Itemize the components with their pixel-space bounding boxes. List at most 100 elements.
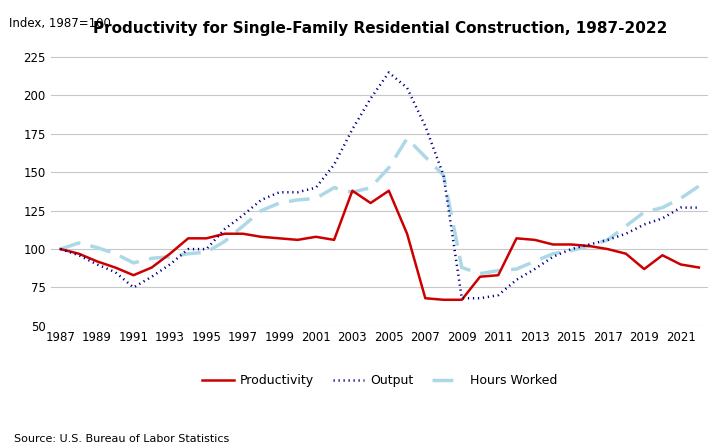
- Output: [202, 246, 211, 252]
- Output: [695, 205, 703, 211]
- Productivity: [658, 252, 667, 258]
- Productivity: [604, 246, 612, 252]
- Output: [585, 242, 594, 247]
- Output: [622, 231, 630, 236]
- Output: [56, 246, 65, 252]
- Productivity: [695, 265, 703, 270]
- Productivity: [56, 246, 65, 252]
- Hours Worked: [385, 165, 393, 170]
- Productivity: [275, 235, 283, 241]
- Hours Worked: [421, 154, 429, 160]
- Hours Worked: [74, 240, 83, 246]
- Productivity: [312, 234, 320, 240]
- Hours Worked: [367, 185, 375, 190]
- Output: [221, 227, 229, 232]
- Output: [147, 274, 156, 279]
- Output: [439, 173, 448, 178]
- Productivity: [385, 188, 393, 194]
- Hours Worked: [330, 185, 338, 190]
- Hours Worked: [294, 197, 302, 202]
- Output: [604, 237, 612, 243]
- Productivity: [403, 231, 411, 236]
- Output: [239, 213, 247, 218]
- Output: [275, 190, 283, 195]
- Productivity: [494, 273, 502, 278]
- Hours Worked: [640, 210, 649, 215]
- Hours Worked: [622, 223, 630, 229]
- Output: [111, 269, 119, 275]
- Output: [74, 252, 83, 258]
- Hours Worked: [585, 244, 594, 249]
- Hours Worked: [549, 251, 557, 256]
- Output: [294, 190, 302, 195]
- Hours Worked: [56, 246, 65, 252]
- Output: [93, 262, 101, 267]
- Productivity: [567, 242, 576, 247]
- Hours Worked: [239, 223, 247, 229]
- Line: Hours Worked: Hours Worked: [61, 139, 699, 274]
- Hours Worked: [658, 205, 667, 211]
- Hours Worked: [403, 136, 411, 141]
- Productivity: [367, 200, 375, 206]
- Hours Worked: [458, 265, 466, 270]
- Hours Worked: [221, 239, 229, 244]
- Output: [348, 127, 356, 132]
- Hours Worked: [476, 271, 484, 277]
- Hours Worked: [676, 196, 685, 201]
- Productivity: [221, 231, 229, 236]
- Productivity: [166, 251, 174, 256]
- Output: [403, 85, 411, 91]
- Output: [421, 124, 429, 129]
- Productivity: [184, 235, 192, 241]
- Hours Worked: [166, 254, 174, 260]
- Productivity: [111, 265, 119, 270]
- Hours Worked: [348, 190, 356, 195]
- Productivity: [257, 234, 265, 240]
- Productivity: [640, 266, 649, 272]
- Output: [549, 254, 557, 260]
- Legend: Productivity, Output, Hours Worked: Productivity, Output, Hours Worked: [197, 369, 562, 392]
- Output: [531, 266, 539, 272]
- Text: Source: U.S. Bureau of Labor Statistics: Source: U.S. Bureau of Labor Statistics: [14, 434, 230, 444]
- Hours Worked: [531, 259, 539, 264]
- Productivity: [202, 235, 211, 241]
- Hours Worked: [512, 266, 521, 272]
- Hours Worked: [147, 256, 156, 261]
- Productivity: [549, 242, 557, 247]
- Productivity: [676, 262, 685, 267]
- Productivity: [458, 297, 466, 302]
- Output: [458, 296, 466, 301]
- Productivity: [512, 235, 521, 241]
- Output: [166, 262, 174, 267]
- Productivity: [93, 259, 101, 264]
- Line: Output: Output: [61, 72, 699, 298]
- Productivity: [421, 296, 429, 301]
- Hours Worked: [275, 200, 283, 206]
- Hours Worked: [695, 183, 703, 189]
- Productivity: [531, 237, 539, 243]
- Hours Worked: [202, 249, 211, 255]
- Hours Worked: [257, 208, 265, 213]
- Hours Worked: [129, 260, 138, 265]
- Hours Worked: [93, 245, 101, 250]
- Output: [330, 162, 338, 167]
- Hours Worked: [312, 196, 320, 201]
- Productivity: [294, 237, 302, 243]
- Productivity: [622, 251, 630, 256]
- Line: Productivity: Productivity: [61, 191, 699, 300]
- Output: [676, 205, 685, 211]
- Output: [129, 285, 138, 290]
- Text: Index, 1987=100: Index, 1987=100: [9, 17, 111, 30]
- Output: [257, 197, 265, 202]
- Hours Worked: [567, 248, 576, 253]
- Output: [494, 293, 502, 298]
- Output: [658, 216, 667, 221]
- Hours Worked: [494, 268, 502, 273]
- Output: [367, 96, 375, 101]
- Productivity: [476, 274, 484, 279]
- Productivity: [74, 251, 83, 256]
- Productivity: [330, 237, 338, 243]
- Hours Worked: [604, 237, 612, 243]
- Productivity: [439, 297, 448, 302]
- Productivity: [129, 273, 138, 278]
